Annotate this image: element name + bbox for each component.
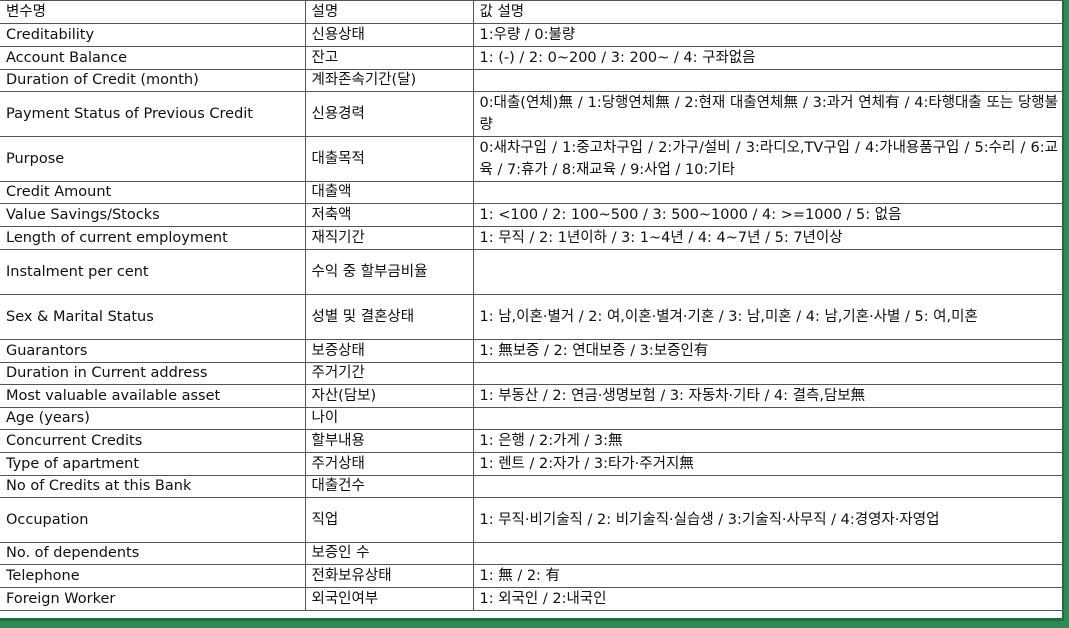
variable-name-cell: Telephone [0, 564, 306, 588]
variable-name-cell: Payment Status of Previous Credit [0, 91, 306, 137]
description-cell: 신용상태 [305, 23, 474, 47]
description-cell: 성별 및 결혼상태 [305, 294, 474, 340]
value-description-cell: 1: 무직·비기술직 / 2: 비기술직·실습생 / 3:기술직·사무직 / 4… [473, 497, 1064, 543]
variable-name-cell: Credit Amount [0, 181, 306, 204]
table-row: Credit Amount 대출액 [0, 181, 1064, 204]
description-cell: 신용경력 [305, 91, 474, 137]
description-cell: 재직기간 [305, 226, 474, 250]
description-cell: 대출액 [305, 181, 474, 204]
table-row: No. of dependents 보증인 수 [0, 542, 1064, 565]
header-variable-name: 변수명 [0, 0, 306, 24]
description-cell: 외국인여부 [305, 587, 474, 611]
table-row: Value Savings/Stocks 저축액 1: <100 / 2: 100~… [0, 203, 1064, 227]
table-row: Guarantors 보증상태 1: 無보증 / 2: 연대보증 / 3:보증인有 [0, 339, 1064, 363]
value-description-cell: 1: 은행 / 2:가게 / 3:無 [473, 429, 1064, 453]
variable-name-cell: Age (years) [0, 407, 306, 430]
variable-name-cell: No. of dependents [0, 542, 306, 565]
variable-name-cell: No of Credits at this Bank [0, 475, 306, 498]
table-row: Telephone 전화보유상태 1: 無 / 2: 有 [0, 564, 1064, 588]
description-cell: 주거상태 [305, 452, 474, 476]
value-description-cell: 1: (-) / 2: 0~200 / 3: 200~ / 4: 구좌없음 [473, 46, 1064, 70]
table-row: Length of current employment 재직기간 1: 무직 / … [0, 226, 1064, 250]
description-cell: 대출목적 [305, 136, 474, 182]
header-value-description: 값 설명 [473, 0, 1064, 24]
table-row: Payment Status of Previous Credit 신용경력 0:대… [0, 91, 1064, 137]
table-row: Instalment per cent 수익 중 할부금비율 [0, 249, 1064, 295]
value-description-cell: 0:대출(연체)無 / 1:당행연체無 / 2:현재 대출연체無 / 3:과거 … [473, 91, 1064, 137]
description-cell: 대출건수 [305, 475, 474, 498]
variable-name-cell: Occupation [0, 497, 306, 543]
variable-name-cell: Length of current employment [0, 226, 306, 250]
value-description-cell: 1: 無 / 2: 有 [473, 564, 1064, 588]
variable-name-cell: Account Balance [0, 46, 306, 70]
description-cell: 계좌존속기간(달) [305, 69, 474, 92]
description-cell: 자산(담보) [305, 384, 474, 408]
value-description-cell: 1: 렌트 / 2:자가 / 3:타가·주거지無 [473, 452, 1064, 476]
value-description-cell [473, 249, 1064, 295]
table-row: Most valuable available asset 자산(담보) 1: 부동… [0, 384, 1064, 408]
table-row: Type of apartment 주거상태 1: 렌트 / 2:자가 / 3:타가… [0, 452, 1064, 476]
description-cell: 보증인 수 [305, 542, 474, 565]
description-cell: 잔고 [305, 46, 474, 70]
table-header-row: 변수명 설명 값 설명 [0, 0, 1064, 24]
variable-name-cell: Duration of Credit (month) [0, 69, 306, 92]
value-description-cell: 0:새차구입 / 1:중고차구입 / 2:가구/설비 / 3:라디오,TV구입 … [473, 136, 1064, 182]
description-cell: 저축액 [305, 203, 474, 227]
table-row: Age (years) 나이 [0, 407, 1064, 430]
table-row: Sex & Marital Status 성별 및 결혼상태 1: 남,이혼·별거 … [0, 294, 1064, 340]
value-description-cell: 1: 부동산 / 2: 연금·생명보험 / 3: 자동차·기타 / 4: 결측,… [473, 384, 1064, 408]
table-row: Account Balance 잔고 1: (-) / 2: 0~200 / 3: … [0, 46, 1064, 70]
description-cell: 전화보유상태 [305, 564, 474, 588]
value-description-cell: 1: 무직 / 2: 1년이하 / 3: 1~4년 / 4: 4~7년 / 5:… [473, 226, 1064, 250]
variable-name-cell: Foreign Worker [0, 587, 306, 611]
description-cell: 수익 중 할부금비율 [305, 249, 474, 295]
description-cell: 직업 [305, 497, 474, 543]
value-description-cell [473, 181, 1064, 204]
value-description-cell: 1: 외국인 / 2:내국인 [473, 587, 1064, 611]
table-row: Occupation 직업 1: 무직·비기술직 / 2: 비기술직·실습생 / 3… [0, 497, 1064, 543]
variable-name-cell: Creditability [0, 23, 306, 47]
table-row: No of Credits at this Bank 대출건수 [0, 475, 1064, 498]
header-description: 설명 [305, 0, 474, 24]
value-description-cell [473, 69, 1064, 92]
value-description-cell [473, 542, 1064, 565]
variable-name-cell: Value Savings/Stocks [0, 203, 306, 227]
table-row: Duration of Credit (month) 계좌존속기간(달) [0, 69, 1064, 92]
variable-name-cell: Instalment per cent [0, 249, 306, 295]
value-description-cell: 1: 無보증 / 2: 연대보증 / 3:보증인有 [473, 339, 1064, 363]
value-description-cell: 1: <100 / 2: 100~500 / 3: 500~1000 / 4: … [473, 203, 1064, 227]
description-cell: 보증상태 [305, 339, 474, 363]
variable-table: 변수명 설명 값 설명 Creditability 신용상태 1:우량 / 0:불량… [0, 0, 1064, 611]
variable-name-cell: Type of apartment [0, 452, 306, 476]
variable-name-cell: Concurrent Credits [0, 429, 306, 453]
variable-name-cell: Duration in Current address [0, 362, 306, 385]
variable-name-cell: Most valuable available asset [0, 384, 306, 408]
description-cell: 주거기간 [305, 362, 474, 385]
table-row: Foreign Worker 외국인여부 1: 외국인 / 2:내국인 [0, 587, 1064, 611]
value-description-cell: 1:우량 / 0:불량 [473, 23, 1064, 47]
table-row: Purpose 대출목적 0:새차구입 / 1:중고차구입 / 2:가구/설비 / … [0, 136, 1064, 182]
table-row: Duration in Current address 주거기간 [0, 362, 1064, 385]
description-cell: 할부내용 [305, 429, 474, 453]
value-description-cell [473, 362, 1064, 385]
description-cell: 나이 [305, 407, 474, 430]
variable-name-cell: Guarantors [0, 339, 306, 363]
variable-name-cell: Sex & Marital Status [0, 294, 306, 340]
table-row: Concurrent Credits 할부내용 1: 은행 / 2:가게 / 3:無 [0, 429, 1064, 453]
variable-name-cell: Purpose [0, 136, 306, 182]
value-description-cell [473, 475, 1064, 498]
value-description-cell: 1: 남,이혼·별거 / 2: 여,이혼·별겨·기혼 / 3: 남,미혼 / 4… [473, 294, 1064, 340]
value-description-cell [473, 407, 1064, 430]
table-row: Creditability 신용상태 1:우량 / 0:불량 [0, 23, 1064, 47]
